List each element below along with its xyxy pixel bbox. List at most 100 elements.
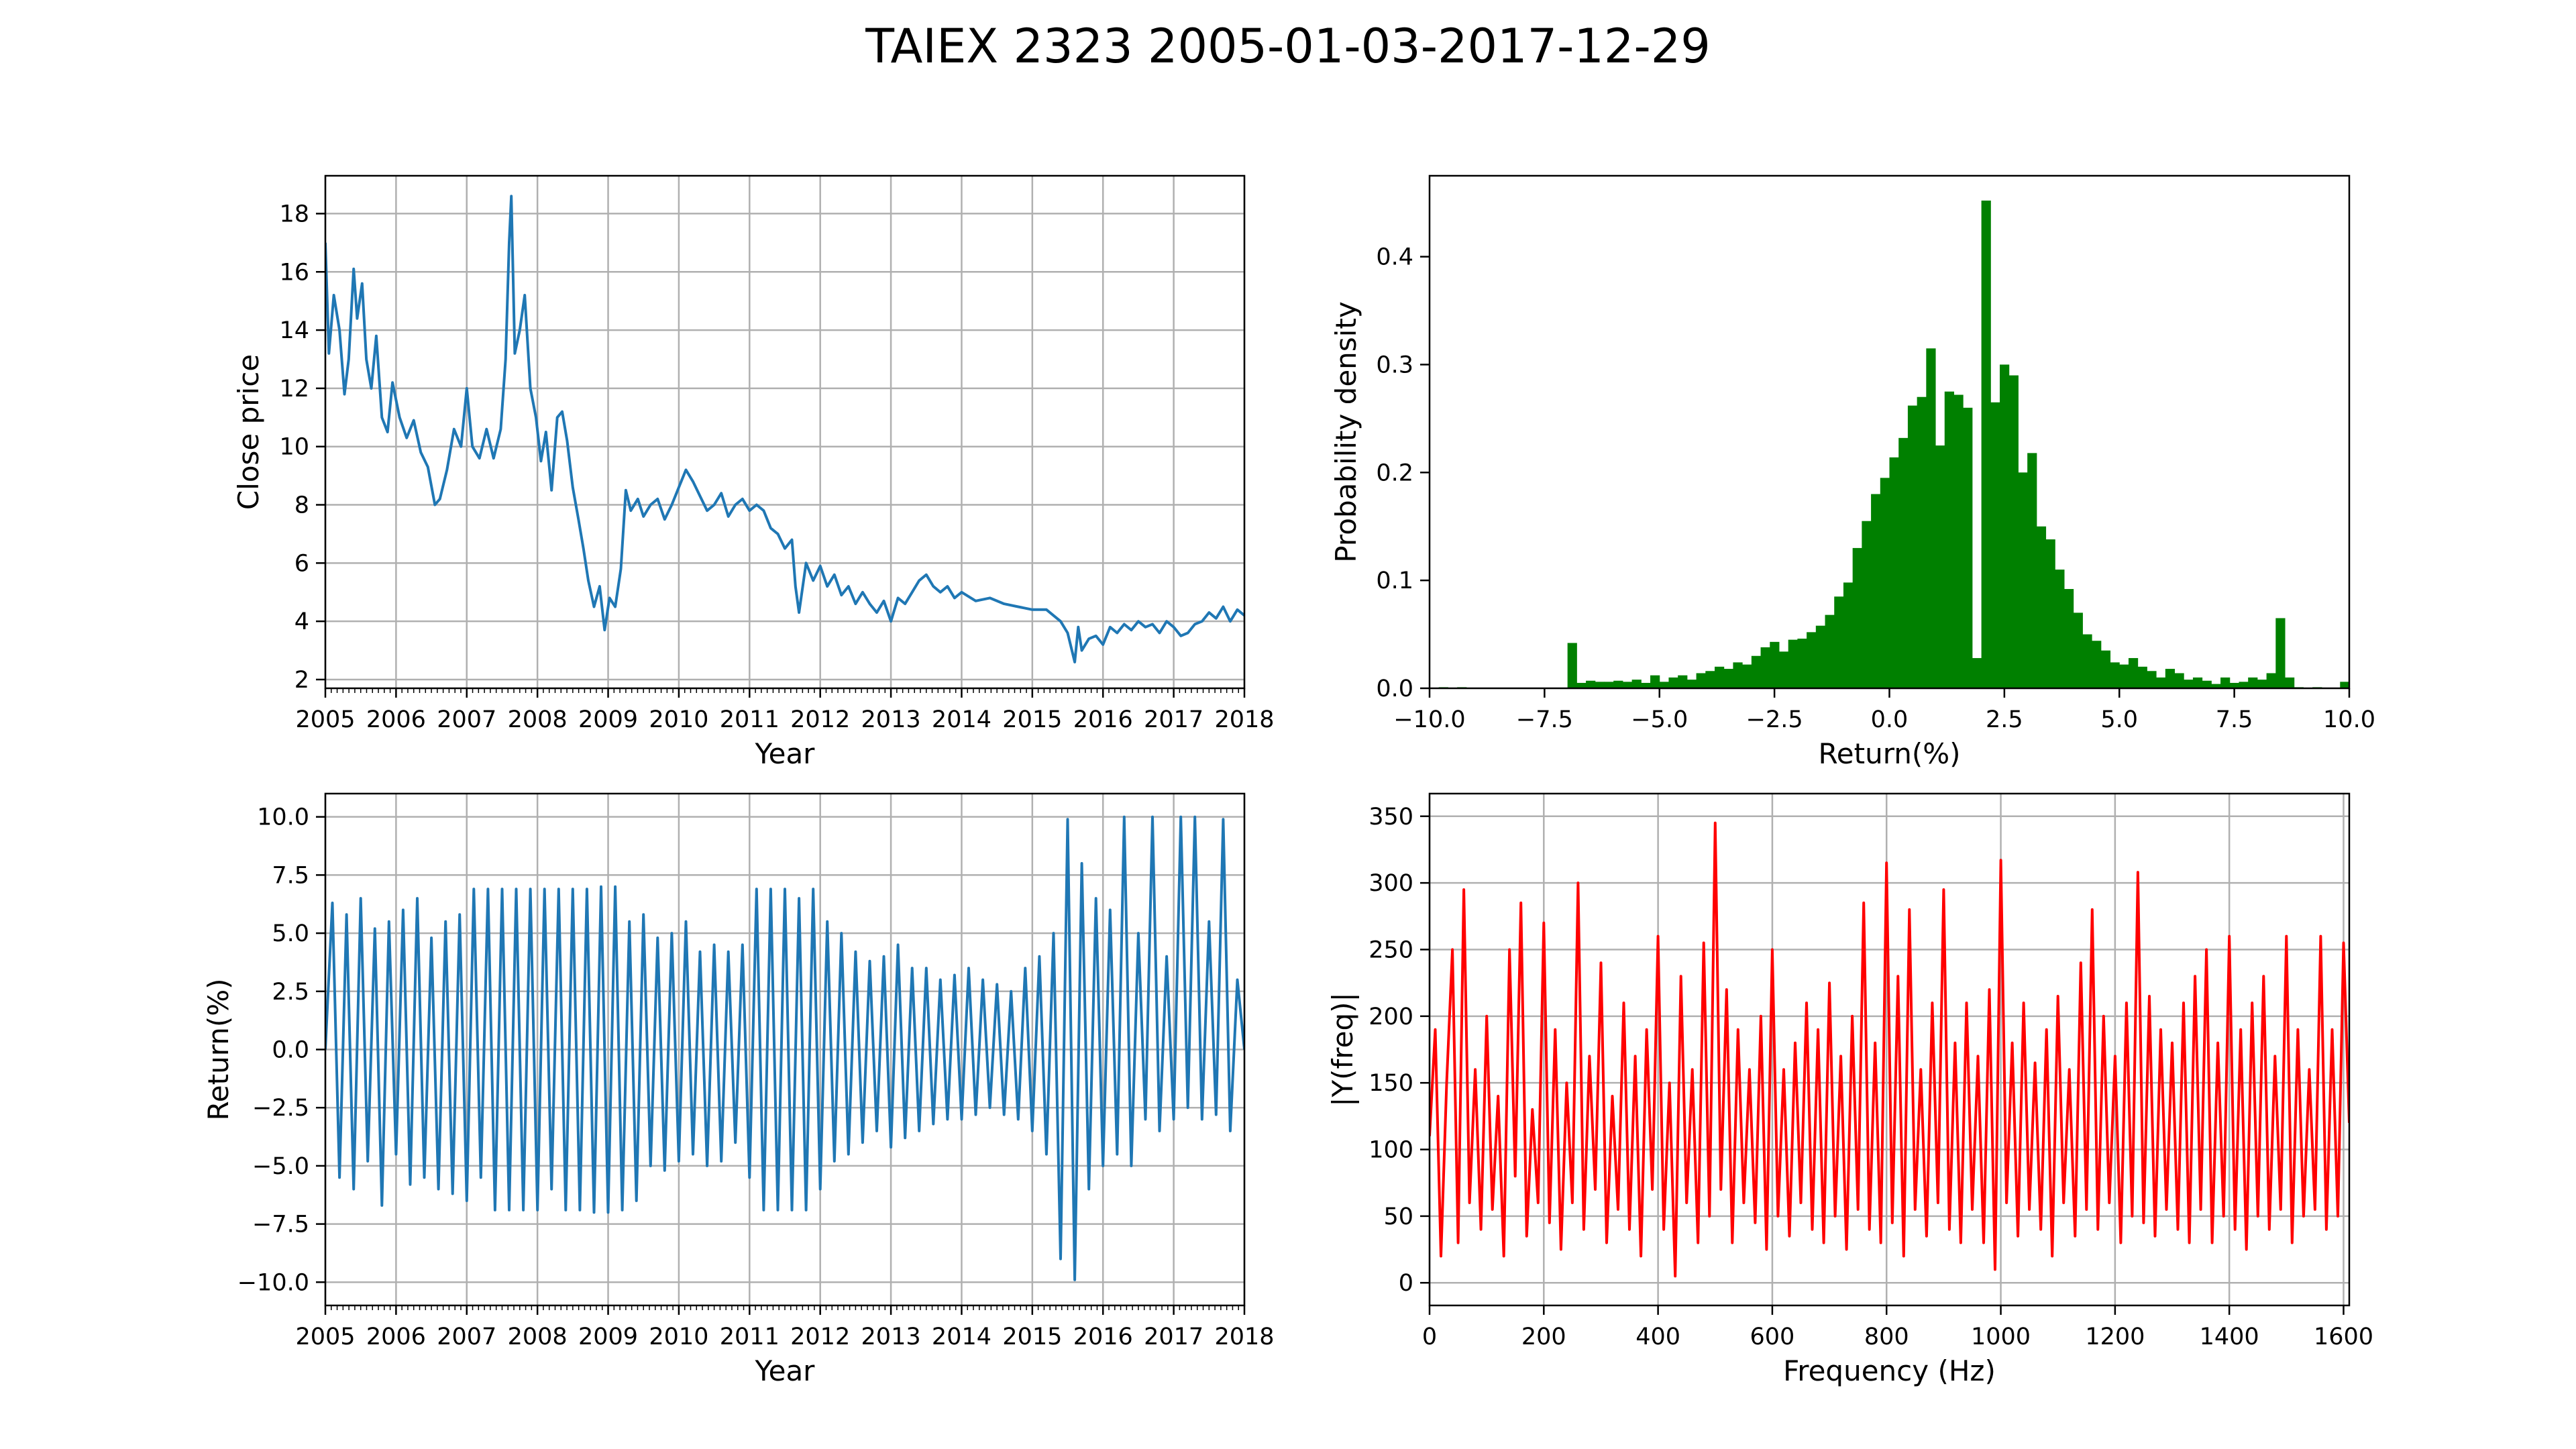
hist-bar <box>2266 673 2276 688</box>
fft-y-tick-label: 0 <box>1399 1270 1413 1297</box>
hist-y-tick-label: 0.2 <box>1376 460 1413 486</box>
returns-y-tick-label: −2.5 <box>252 1095 309 1122</box>
hist-bar <box>1871 494 1881 688</box>
returns-y-tick-label: 2.5 <box>272 979 309 1006</box>
close-x-tick-label: 2015 <box>1002 706 1062 733</box>
fft-x-tick-label: 200 <box>1521 1324 1566 1350</box>
hist-bar <box>1586 680 1596 688</box>
returns-chart: 2005 2006 2007 2008 2009 2010 2011 2012 2013 2014… <box>202 792 1275 1387</box>
hist-bar <box>2156 677 2166 688</box>
close-x-tick-label: 2014 <box>932 706 991 733</box>
returns-data <box>325 815 1244 1281</box>
returns-x-tick-label: 2006 <box>366 1324 426 1350</box>
hist-bar <box>1981 200 1991 688</box>
returns-x-tick-label: 2017 <box>1144 1324 1203 1350</box>
hist-bar <box>1917 396 1927 688</box>
hist-x-axis-label: Return(%) <box>1818 737 1960 770</box>
hist-x-tick-label: −7.5 <box>1516 706 1573 733</box>
hist-y-tick-label: 0.3 <box>1376 352 1413 378</box>
hist-x-tick-label: −2.5 <box>1746 706 1803 733</box>
returns-y-tick-label: −10.0 <box>237 1269 309 1296</box>
hist-bar <box>1723 669 1733 688</box>
hist-bar <box>1889 457 1899 688</box>
fft-y-tick-label: 250 <box>1368 936 1413 963</box>
hist-bar <box>2119 664 2129 688</box>
hist-bar <box>2018 472 2028 688</box>
fft-x-axis-label: Frequency (Hz) <box>1783 1354 1996 1387</box>
fft-x-tick-label: 400 <box>1635 1324 1680 1350</box>
hist-bar <box>2110 662 2120 688</box>
returns-x-tick-label: 2012 <box>790 1324 850 1350</box>
returns-x-tick-label: 2014 <box>932 1324 991 1350</box>
hist-bar <box>1815 625 1826 688</box>
close-x-tick-label: 2018 <box>1214 706 1274 733</box>
returns-y-tick-label: 7.5 <box>272 862 309 889</box>
close-y-tick-label: 6 <box>294 550 309 577</box>
close-y-tick-label: 12 <box>279 376 309 402</box>
hist-bar <box>2082 634 2092 688</box>
hist-bar <box>2202 680 2212 688</box>
hist-bar <box>2008 375 2019 688</box>
hist-bar <box>2340 682 2349 688</box>
hist-bar <box>1807 632 1817 688</box>
fft-data <box>1430 821 2349 1278</box>
hist-x-tick-label: 2.5 <box>1986 706 2023 733</box>
fft-y-tick-label: 50 <box>1383 1203 1413 1230</box>
close-x-tick-label: 2013 <box>861 706 921 733</box>
hist-bar <box>1576 682 1587 688</box>
hist-bar <box>1595 682 1605 688</box>
returns-y-tick-label: 10.0 <box>257 804 309 831</box>
fft-chart: 0 200 400 600 800 1000 1200 1400 1600 0 50 100 150 20… <box>1326 792 2373 1387</box>
hist-bar <box>2092 641 2102 688</box>
hist-x-tick-label: 0.0 <box>1871 706 1909 733</box>
fft-axes-frame <box>1428 792 2351 1307</box>
returns-x-tick-label: 2010 <box>649 1324 708 1350</box>
returns-y-tick-label: −5.0 <box>252 1153 309 1180</box>
hist-bar <box>2045 539 2055 688</box>
close-y-tick-label: 2 <box>294 667 309 694</box>
hist-bar <box>1898 437 1909 688</box>
hist-chart: −10.0 −7.5 −5.0 −2.5 0.0 2.5 5.0 7.5 10.0 0.0 0.1 0… <box>1330 174 2375 770</box>
returns-y-tick-label: 5.0 <box>272 920 309 947</box>
returns-y-axis-label: Return(%) <box>202 978 235 1120</box>
fft-x-tick-label: 0 <box>1422 1324 1437 1350</box>
returns-x-tick-label: 2015 <box>1002 1324 1062 1350</box>
returns-x-tick-label: 2018 <box>1214 1324 1274 1350</box>
hist-bar <box>1742 664 1752 688</box>
fft-x-tick-label: 1600 <box>2314 1324 2373 1350</box>
hist-bar <box>2285 677 2295 688</box>
hist-bar <box>1770 641 1780 688</box>
returns-x-tick-label: 2013 <box>861 1324 921 1350</box>
hist-bar <box>2229 682 2239 688</box>
hist-bar <box>2128 657 2139 688</box>
hist-bar <box>1751 655 1762 688</box>
hist-bar <box>2275 618 2286 688</box>
hist-bar <box>1990 402 2000 688</box>
hist-bar <box>1696 673 1706 688</box>
hist-bar <box>1963 407 1973 688</box>
returns-x-tick-label: 2016 <box>1073 1324 1133 1350</box>
hist-x-tick-label: −5.0 <box>1631 706 1688 733</box>
figure-title: TAIEX 2323 2005-01-03-2017-12-29 <box>865 19 1711 74</box>
hist-bar <box>1944 391 1954 688</box>
hist-x-tick-label: 7.5 <box>2216 706 2253 733</box>
hist-bar <box>1668 677 1678 688</box>
hist-bar <box>1880 478 1890 688</box>
close-y-tick-label: 16 <box>279 259 309 286</box>
hist-bar <box>1686 680 1697 688</box>
fft-series-line <box>1430 821 2349 1278</box>
hist-bar <box>1926 348 1936 688</box>
hist-data <box>1438 200 2349 688</box>
hist-bar <box>1760 647 1770 688</box>
hist-bar <box>1613 680 1623 688</box>
hist-bar <box>1778 651 1789 688</box>
fft-x-tick-label: 800 <box>1864 1324 1909 1350</box>
close-y-axis-label: Close price <box>232 354 265 510</box>
hist-bar <box>1972 657 1982 688</box>
hist-bar <box>1604 682 1614 688</box>
hist-bar <box>1825 614 1835 688</box>
hist-bar <box>1622 682 1633 688</box>
hist-bar <box>1788 639 1798 688</box>
hist-bar <box>2147 671 2157 688</box>
